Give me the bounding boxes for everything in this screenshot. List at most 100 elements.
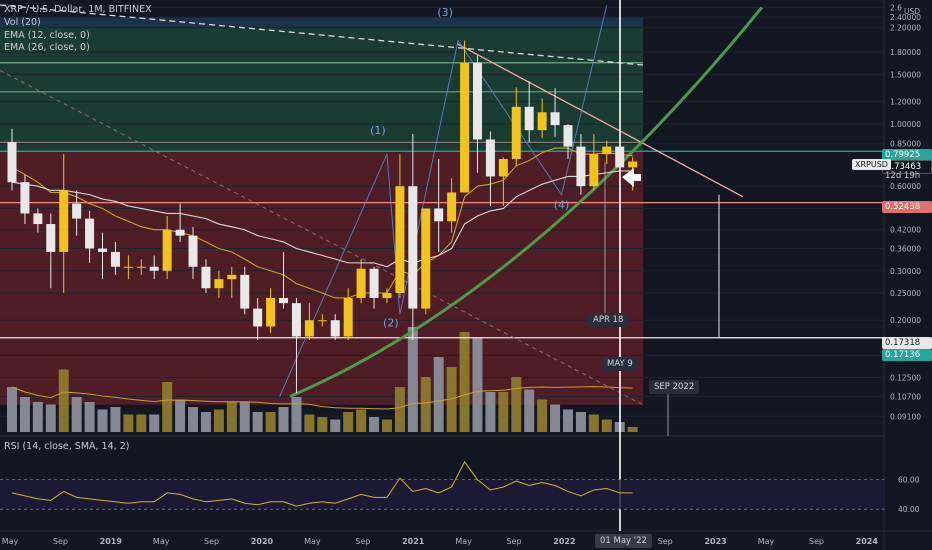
legend-ema12[interactable]: EMA (12, close, 0) (4, 30, 90, 41)
candle-body (123, 266, 133, 268)
symbol-title: XRP / U.S. Dollar, 1M, BITFINEX (4, 4, 152, 15)
volume-bar (19, 397, 30, 432)
price-tick-label: 1.20000 (890, 98, 921, 107)
dashed-trendline (0, 69, 644, 406)
marker-may-9: MAY 9 (602, 357, 638, 371)
volume-bar (394, 387, 405, 432)
candle-body (498, 158, 508, 177)
volume-bar (524, 389, 535, 432)
legend-rsi[interactable]: RSI (14, close, SMA, 14, 2) (4, 441, 130, 452)
candle-body (20, 182, 30, 214)
candle-body (550, 112, 560, 126)
volume-bar (136, 414, 147, 432)
candle-body (291, 303, 301, 337)
time-tick-label: 2021 (402, 537, 425, 546)
volume-bar (459, 332, 470, 432)
time-tick-label: 2022 (553, 537, 575, 546)
time-tick-label: 2020 (251, 537, 274, 546)
price-tick-label: 0.36000 (890, 245, 921, 254)
legend-ema26[interactable]: EMA (26, close, 0) (4, 42, 90, 53)
candle-body (136, 266, 146, 268)
volume-bar (407, 327, 418, 432)
candle-body (188, 235, 198, 267)
rsi-band (0, 479, 884, 510)
volume-bar (7, 387, 17, 432)
left-arrow-icon (622, 168, 641, 187)
candle-body (162, 229, 172, 271)
volume-bar (369, 417, 380, 432)
candle-body (408, 186, 418, 309)
time-tick-label: May (153, 537, 170, 546)
ema26-line (11, 170, 633, 268)
drawings (0, 0, 884, 531)
candle-body (447, 192, 457, 222)
candle-body (628, 161, 638, 168)
volume-bar (162, 382, 173, 432)
volume-bar (550, 404, 561, 432)
tag-level-green: 0.79925 (882, 149, 932, 161)
rsi-line (11, 460, 633, 507)
time-tick-label: Sep (506, 537, 521, 546)
price-tick-label: 0.25000 (890, 289, 921, 298)
price-tick-label: 0.30000 (890, 267, 921, 276)
candle-body (395, 186, 405, 294)
candle-body (434, 208, 444, 222)
candle-body (72, 203, 82, 219)
rsi-level-label: 60.00 (898, 476, 920, 485)
price-tick-label: 1.50000 (890, 70, 921, 79)
volume-bar (45, 404, 56, 432)
volume-bar (562, 409, 573, 432)
volume-bar (226, 402, 237, 432)
candle-body (472, 62, 482, 140)
volume-bar (601, 419, 612, 432)
legend-volume[interactable]: Vol (20) (4, 17, 41, 28)
volume-bar (472, 337, 483, 432)
candle-body (175, 229, 185, 236)
candle-body (46, 224, 56, 252)
tag-level-white: 0.17318 (882, 337, 932, 349)
volume-bar (213, 409, 224, 432)
rsi-panel: 60.00 40.00 (0, 460, 920, 514)
candle-body (304, 320, 314, 337)
volume-bar (175, 399, 186, 432)
time-tick-label: May (758, 537, 775, 546)
time-tick-label: Sep (809, 537, 824, 546)
candle-body (266, 297, 276, 327)
volume-bar (149, 414, 160, 432)
wave-label: (3) (437, 6, 453, 19)
candle-body (563, 125, 573, 147)
candle-body (317, 320, 327, 322)
candle-body (382, 293, 392, 298)
candle-body (149, 266, 159, 271)
time-tick-label: May (304, 537, 321, 546)
volume-bar (265, 412, 276, 432)
candle-body (201, 266, 211, 289)
currency-label: USD (904, 7, 921, 16)
volume-bar (343, 412, 354, 432)
time-tick-label: 2023 (704, 537, 726, 546)
candle-body (421, 208, 431, 309)
ema12-line (11, 147, 633, 299)
volume-bar (537, 399, 548, 432)
zone-blue (0, 17, 643, 28)
candle-body (7, 142, 17, 183)
volume-bar (97, 409, 108, 432)
measure-line (718, 194, 884, 339)
volume-bar (627, 427, 638, 432)
wave-label: (1) (370, 124, 386, 137)
volume-bar (58, 369, 69, 432)
price-tick-label: 0.10700 (890, 393, 921, 402)
candle-body (85, 218, 95, 249)
candle-body (330, 320, 340, 337)
growth-curve (289, 6, 764, 398)
time-tick-label: May (2, 537, 19, 546)
volume-bar (71, 397, 82, 432)
candle-body (227, 274, 237, 280)
time-tick-label: Sep (355, 537, 370, 546)
wave-path (279, 4, 608, 397)
volume-bar (291, 397, 302, 432)
candle-body (589, 154, 599, 187)
price-tick-label: 2.20000 (890, 24, 921, 33)
ema-lines (11, 147, 633, 299)
